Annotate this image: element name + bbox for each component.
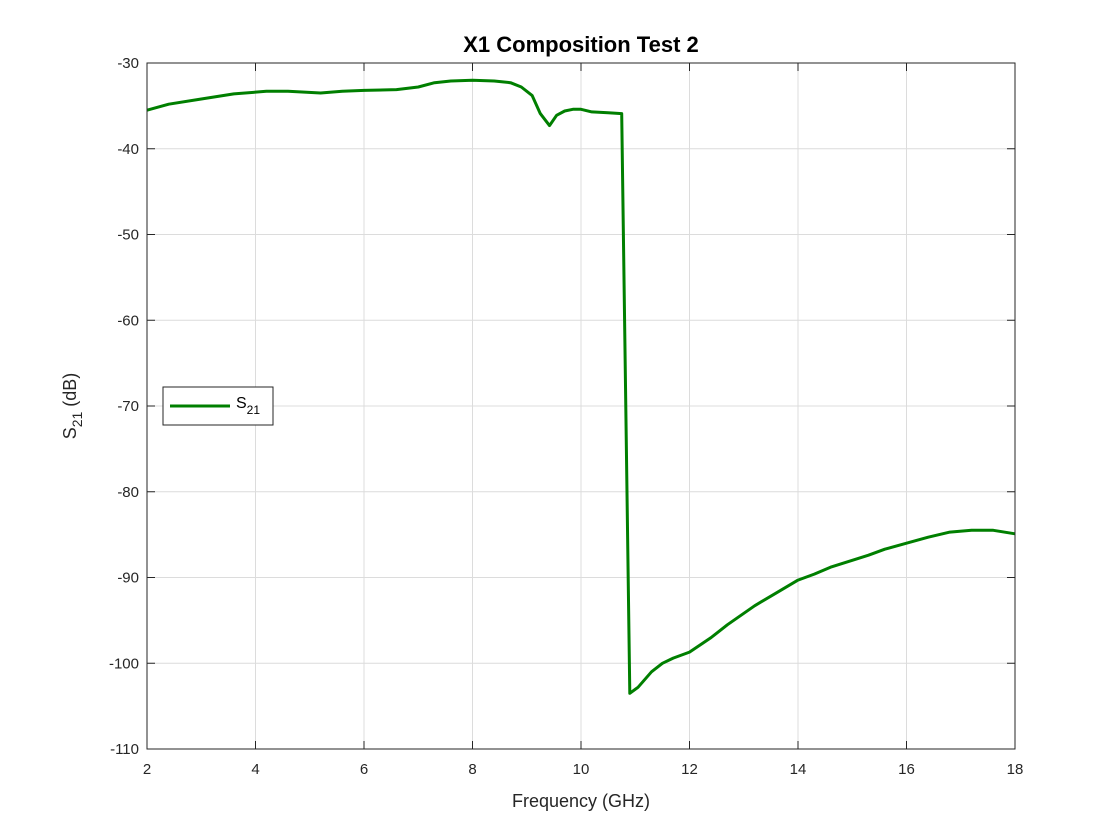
y-axis-label: S21 (dB) (60, 373, 85, 440)
legend-entry-sub: 21 (247, 403, 261, 417)
y-tick-label: -30 (117, 55, 139, 72)
axis-ticks: 2 4 6 8 10 12 14 16 18 -30 -40 -50 -60 -70 -80 -90 -100 -… (109, 55, 1023, 778)
x-tick-label: 16 (898, 761, 915, 778)
series-layer (146, 78, 1016, 695)
y-axis-label-suffix: (dB) (60, 373, 80, 412)
y-tick-label: -80 (117, 484, 139, 501)
x-tick-label: 18 (1007, 761, 1024, 778)
y-tick-label: -60 (117, 312, 139, 329)
y-tick-label: -90 (117, 570, 139, 587)
legend: S21 (162, 386, 274, 426)
x-tick-label: 12 (681, 761, 698, 778)
x-axis-label: Frequency (GHz) (512, 791, 650, 811)
y-tick-label: -40 (117, 141, 139, 158)
x-tick-label: 14 (790, 761, 807, 778)
y-tick-label: -70 (117, 398, 139, 415)
y-axis-label-base: S (60, 427, 80, 439)
x-tick-label: 8 (468, 761, 476, 778)
y-tick-label: -110 (110, 741, 139, 758)
y-tick-label: -50 (117, 227, 139, 244)
x-tick-label: 6 (360, 761, 368, 778)
legend-entry-label: S21 (236, 395, 260, 417)
x-tick-label: 4 (251, 761, 259, 778)
x-tick-label: 10 (573, 761, 590, 778)
y-axis-label-sub: 21 (69, 412, 85, 428)
y-tick-label: -100 (109, 655, 139, 672)
series-line-s21 (146, 78, 1016, 695)
legend-entry-base: S (236, 395, 247, 412)
chart-title: X1 Composition Test 2 (463, 32, 699, 57)
x-tick-label: 2 (143, 761, 151, 778)
